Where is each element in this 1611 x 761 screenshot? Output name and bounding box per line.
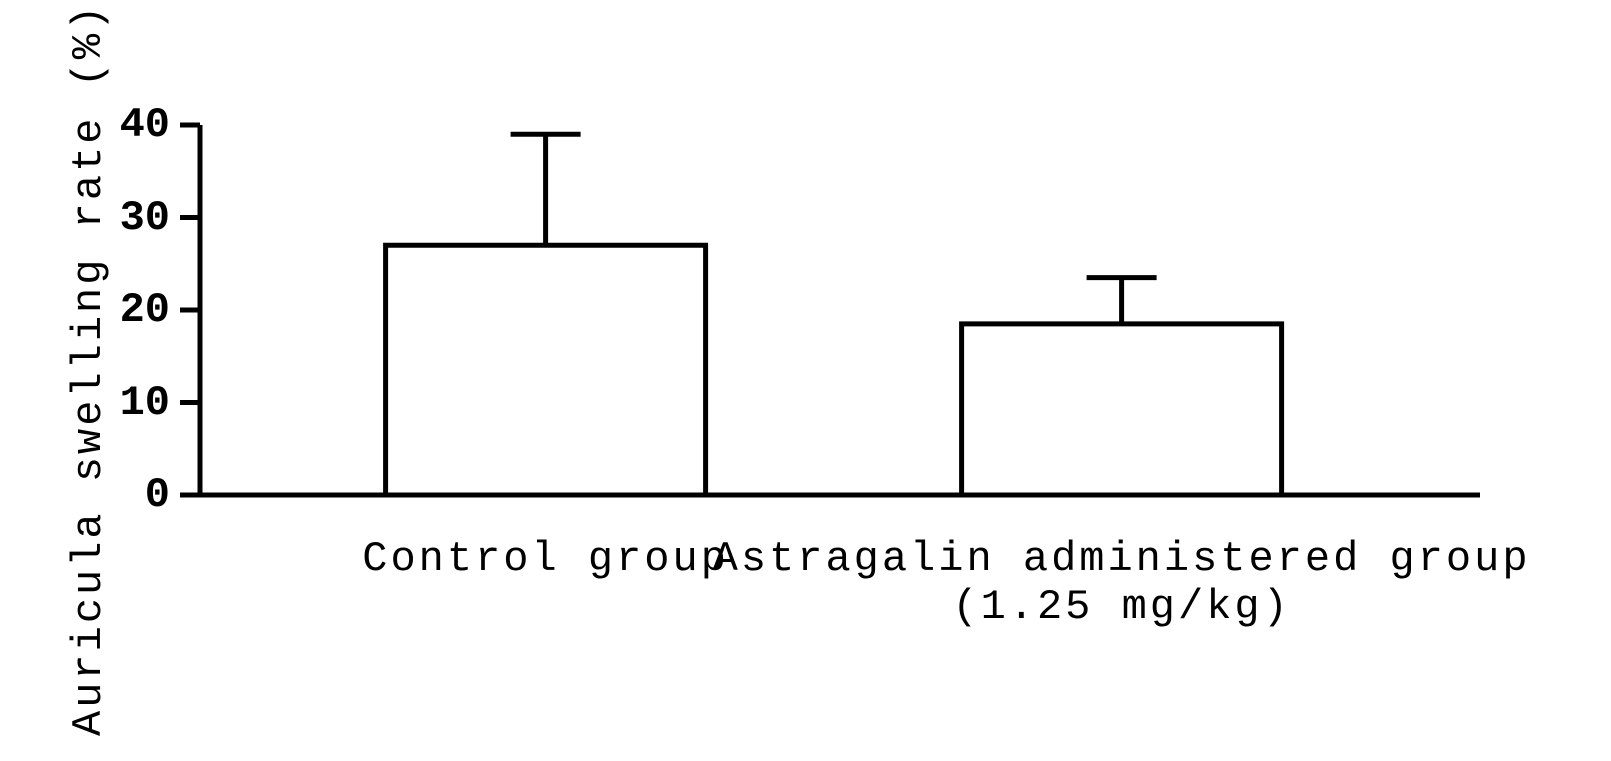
y-tick-label: 20 xyxy=(0,286,170,334)
y-tick-label: 30 xyxy=(0,194,170,242)
x-tick-label-1-line1: Astragalin administered group xyxy=(672,535,1572,583)
x-tick-label-1: Astragalin administered group(1.25 mg/kg… xyxy=(672,535,1572,631)
chart-svg xyxy=(0,0,1611,761)
bar-1 xyxy=(962,324,1282,495)
chart-container: Auricula swelling rate (%) Control group… xyxy=(0,0,1611,761)
y-tick-label: 40 xyxy=(0,101,170,149)
y-tick-label: 10 xyxy=(0,379,170,427)
x-tick-label-1-line2: (1.25 mg/kg) xyxy=(672,583,1572,631)
y-tick-label: 0 xyxy=(0,471,170,519)
bar-0 xyxy=(386,245,706,495)
